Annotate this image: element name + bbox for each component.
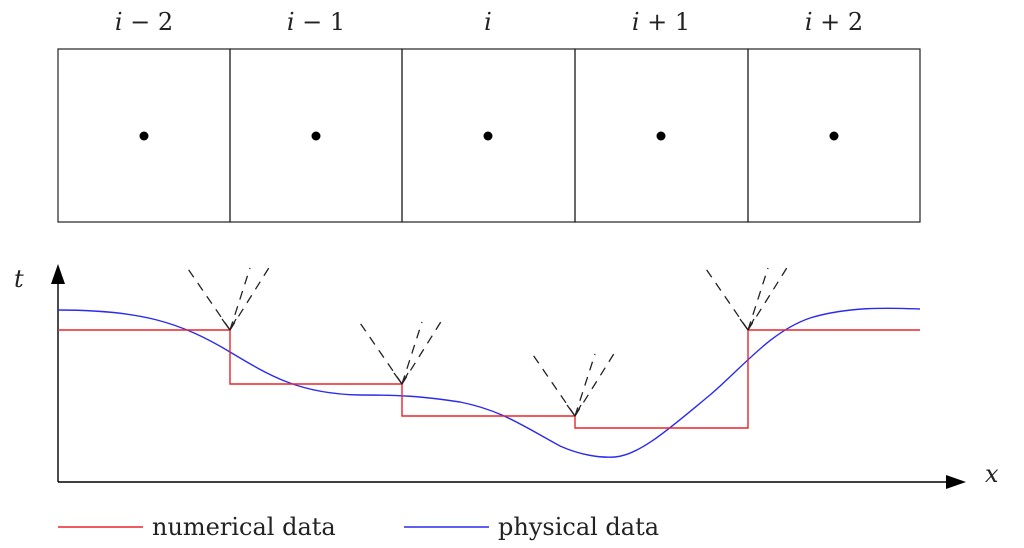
characteristic-line	[357, 319, 403, 385]
cell-index-label: i − 1	[287, 8, 345, 36]
characteristic-line	[574, 351, 616, 417]
characteristic-line	[703, 265, 749, 331]
t-axis-label: t	[14, 265, 24, 293]
axes: t x	[14, 264, 999, 489]
t-axis-arrow-icon	[51, 264, 65, 284]
legend-physical-label: physical data	[498, 513, 659, 541]
cell-index-label: i + 2	[805, 8, 863, 36]
interface-wave-fan	[703, 265, 789, 331]
cell-center-dot	[139, 131, 149, 141]
cell-index-label: i − 2	[115, 8, 173, 36]
characteristic-line	[747, 265, 789, 331]
cell-box	[747, 48, 921, 223]
characteristic-apex	[221, 318, 231, 331]
legend: numerical data physical data	[58, 513, 659, 541]
cell-grid	[57, 48, 921, 223]
x-axis-label: x	[985, 460, 999, 488]
characteristic-fans	[185, 265, 789, 417]
cell-index-label: i + 1	[632, 8, 690, 36]
characteristic-line	[185, 265, 231, 331]
cell-labels: i − 2 i − 1 i i + 1 i + 2	[115, 8, 863, 36]
interface-wave-fan	[530, 351, 616, 417]
characteristic-line	[229, 265, 271, 331]
interface-wave-fan	[357, 319, 443, 385]
characteristic-apex	[739, 318, 749, 331]
characteristic-line	[574, 353, 596, 417]
numerical-data-step	[58, 329, 920, 429]
characteristic-line	[401, 321, 423, 385]
characteristic-apex	[566, 404, 576, 417]
interface-wave-fan	[185, 265, 271, 331]
legend-numerical-label: numerical data	[152, 513, 336, 541]
characteristic-apex	[229, 318, 237, 331]
cell-center-dot	[483, 131, 493, 141]
cell-center-dot	[311, 131, 321, 141]
characteristic-line	[747, 267, 769, 331]
x-axis-arrow-icon	[946, 475, 966, 489]
characteristic-apex	[401, 372, 409, 385]
characteristic-apex	[747, 318, 755, 331]
characteristic-apex	[574, 404, 582, 417]
cell-center-dot	[829, 131, 839, 141]
characteristic-line	[401, 319, 443, 385]
physical-data-curve	[57, 307, 921, 458]
characteristic-line	[229, 267, 251, 331]
cell-index-label: i	[484, 8, 492, 36]
cell-center-dot	[656, 131, 666, 141]
characteristic-line	[530, 351, 576, 417]
characteristic-apex	[393, 372, 403, 385]
